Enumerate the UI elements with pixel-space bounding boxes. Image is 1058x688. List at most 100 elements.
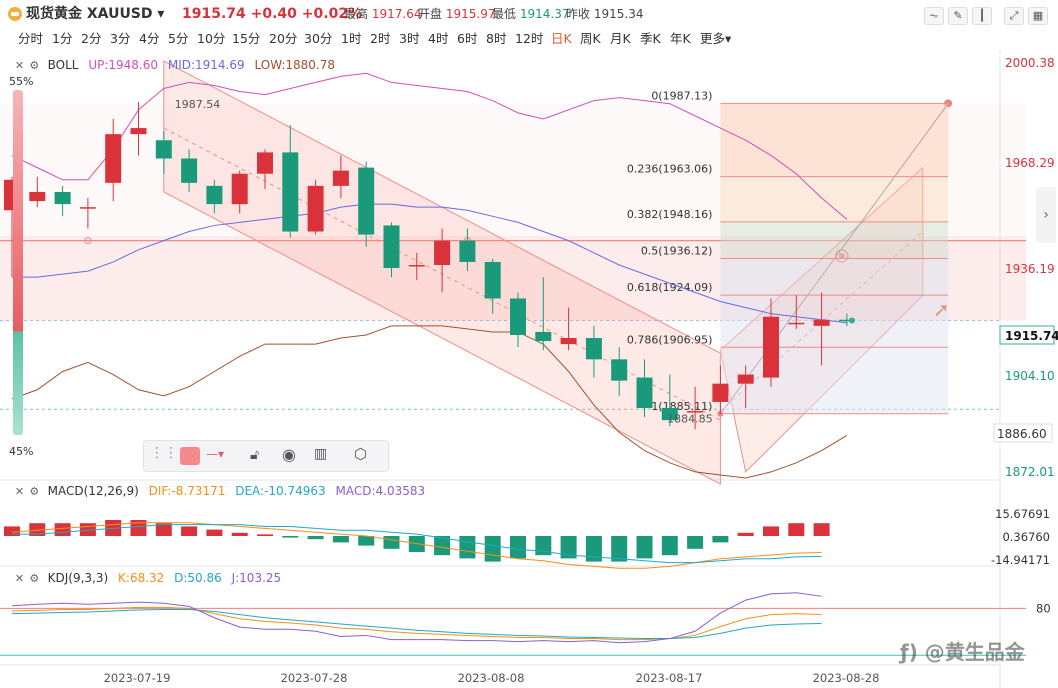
price-tick: 1936.19	[1005, 262, 1055, 276]
macd-bar	[763, 526, 779, 536]
candle-style-icon[interactable]: ┃	[972, 7, 992, 25]
kdj-title: KDJ(9,3,3)	[47, 571, 109, 585]
period-tab-3[interactable]: 3分	[110, 31, 131, 46]
period-tab-1[interactable]: 1分	[52, 31, 73, 46]
boll-mid-value: MID:1914.69	[167, 58, 245, 72]
macd-dea-line	[12, 524, 822, 564]
close-icon[interactable]: ✕	[14, 59, 25, 72]
drag-handle-icon[interactable]: ⋮⋮	[150, 445, 178, 461]
eye-icon[interactable]: ◉	[282, 445, 296, 464]
price-tick: 1915.74	[1005, 329, 1058, 343]
date-tick: 2023-07-28	[281, 671, 348, 685]
candle-body	[687, 411, 704, 413]
candle-body	[585, 338, 602, 360]
fib-level-label: 0.5(1936.12)	[641, 245, 713, 258]
macd-bar	[510, 536, 526, 559]
fib-level-label: 0(1987.13)	[651, 89, 712, 102]
close-icon[interactable]: ✕	[14, 485, 25, 498]
chevron-right-icon[interactable]: ›	[1036, 187, 1056, 243]
candle-body	[29, 191, 46, 202]
period-tabs: 分时 1分 2分 3分 4分 5分 10分 15分 20分 30分 1时 2时 3时 4时 6时 8时 12时日…	[0, 28, 1058, 50]
fib-zone	[720, 103, 949, 177]
macd-bar	[181, 526, 198, 536]
boll-mid-line	[12, 203, 847, 324]
period-tab-7[interactable]: 15分	[232, 31, 261, 46]
macd-bar	[130, 520, 147, 536]
settings-icon[interactable]: ⬡	[354, 445, 368, 463]
kdj-j-line	[11, 592, 822, 644]
macd-bar	[737, 532, 754, 536]
period-tab-18[interactable]: 周K	[580, 31, 601, 46]
candle-body	[332, 170, 349, 186]
period-tab-13[interactable]: 4时	[428, 31, 449, 46]
period-tab-17[interactable]: 日K	[551, 31, 572, 46]
period-tab-0[interactable]: 分时	[18, 31, 44, 46]
period-tab-2[interactable]: 2分	[81, 31, 102, 46]
period-tab-10[interactable]: 1时	[341, 31, 362, 46]
gear-icon[interactable]: ⚙	[29, 572, 40, 585]
last-price: 1915.74 +0.40 +0.02%	[182, 6, 363, 22]
draw-pen-icon[interactable]: ✎	[948, 7, 968, 25]
boll-up-value: UP:1948.60	[88, 58, 159, 72]
candle-body	[383, 225, 400, 269]
instrument-name[interactable]: 现货黄金 XAUUSD ▾	[26, 6, 165, 22]
period-tab-4[interactable]: 4分	[139, 31, 160, 46]
period-tab-12[interactable]: 3时	[399, 31, 420, 46]
period-tab-5[interactable]: 5分	[168, 31, 189, 46]
candle-body	[155, 140, 172, 159]
line-style-icon[interactable]: —▾	[206, 447, 225, 461]
price-tick: 1904.10	[1005, 369, 1055, 383]
close-icon[interactable]: ✕	[14, 572, 25, 585]
fullscreen-icon[interactable]: ⤢	[1004, 7, 1024, 25]
mark-price-tag	[993, 423, 1053, 443]
boll-legend: ✕ ⚙ BOLL UP:1948.60 MID:1914.69 LOW:1880…	[14, 57, 335, 73]
macd-bar	[560, 536, 577, 559]
kdj-legend: ✕ ⚙ KDJ(9,3,3) K:68.32 D:50.86 J:103.25	[14, 570, 281, 586]
unlock-icon[interactable]: 🔓︎	[250, 447, 260, 463]
macd-bar	[611, 536, 628, 562]
period-tab-20[interactable]: 季K	[640, 31, 661, 46]
period-tab-9[interactable]: 30分	[304, 31, 333, 46]
macd-bar	[585, 536, 602, 562]
chevron-down-icon[interactable]: ▾	[157, 6, 165, 22]
gold-coin-icon	[8, 7, 22, 21]
settings-icon[interactable]: ▦	[1028, 7, 1048, 25]
macd-bar	[332, 536, 349, 543]
price-tick: 1872.01	[1005, 465, 1055, 479]
period-tab-22[interactable]: 更多▾	[700, 31, 732, 46]
period-tab-11[interactable]: 2时	[370, 31, 391, 46]
stat-low: 最低 1914.37	[492, 7, 570, 21]
macd-title: MACD(12,26,9)	[47, 484, 139, 498]
period-tab-6[interactable]: 10分	[197, 31, 226, 46]
pct-top: 55%	[9, 75, 34, 88]
macd-tick: 15.67691	[995, 507, 1050, 521]
period-tab-14[interactable]: 6时	[457, 31, 478, 46]
fib-zone	[720, 221, 949, 259]
candle-body	[636, 377, 653, 409]
macd-bar	[282, 536, 299, 538]
macd-bar	[383, 536, 400, 549]
color-swatch[interactable]	[180, 447, 200, 465]
boll-low-line	[11, 325, 848, 479]
period-tab-19[interactable]: 月K	[610, 31, 631, 46]
fib-handle-dot	[838, 252, 845, 259]
gear-icon[interactable]: ⚙	[29, 485, 40, 498]
period-tab-16[interactable]: 12时	[515, 31, 544, 46]
period-tab-8[interactable]: 20分	[269, 31, 298, 46]
header-bar: 现货黄金 XAUUSD ▾ 1915.74 +0.40 +0.02% 最高 19…	[0, 0, 1058, 28]
candle-body	[813, 319, 830, 326]
candle-body	[535, 331, 552, 342]
macd-bar	[257, 534, 273, 536]
period-tab-21[interactable]: 年K	[670, 31, 691, 46]
candle-body	[434, 240, 451, 265]
candle-body	[838, 319, 855, 322]
macd-bar	[54, 523, 71, 536]
trash-icon[interactable]: ▥	[314, 446, 328, 462]
period-tab-15[interactable]: 8时	[486, 31, 507, 46]
macd-bar	[358, 536, 375, 546]
stat-high: 最高 1917.64	[344, 7, 422, 21]
candle-body	[307, 185, 324, 232]
chart-type-icon[interactable]: ⏦	[924, 7, 944, 25]
gear-icon[interactable]: ⚙	[29, 59, 40, 72]
